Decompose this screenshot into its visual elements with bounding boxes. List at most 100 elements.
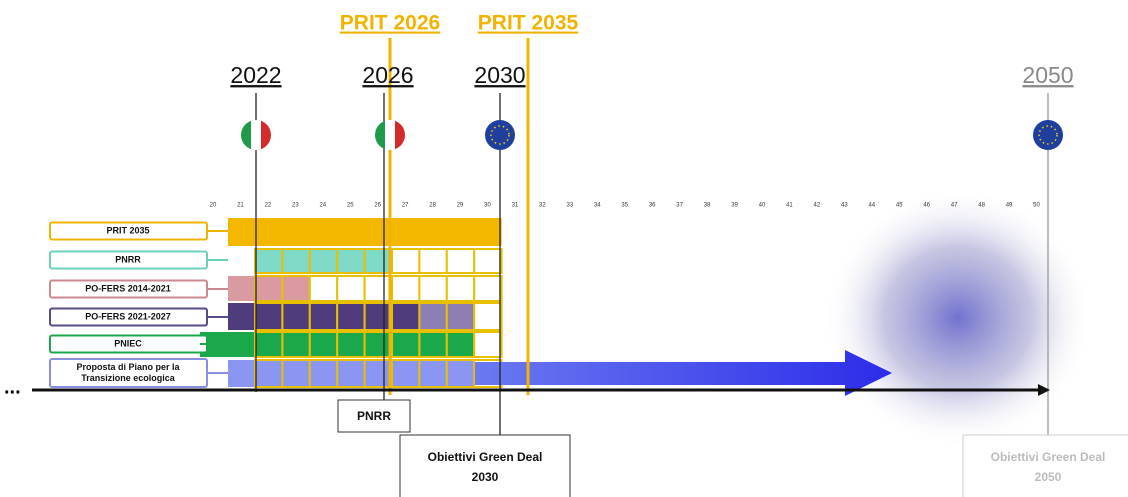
pnrr-box [337,399,411,433]
row-block [228,360,255,387]
grid-cell [281,331,311,358]
grid-cell [363,302,394,331]
grid-cell [281,302,311,331]
scale-label: 30 [484,203,491,209]
green-deal-label: 2030 [472,470,499,484]
scale-label: 39 [731,203,738,209]
scale-label: 40 [759,203,766,209]
grid-cell [363,331,394,358]
row-label: Transizione ecologica [81,373,176,383]
grid-cell [308,331,339,358]
row-block [228,276,255,301]
row-label: PRIT 2035 [106,225,149,235]
grid-cell [445,359,476,388]
grid-cell [281,275,311,302]
grid-cell [308,248,339,274]
scale-label: 23 [292,203,299,209]
prit-2026: PRIT 2026 [340,12,440,35]
scale-label: 28 [429,203,436,209]
grid-cell [281,248,311,274]
green-deal-label: Obiettivi Green Deal [991,450,1106,464]
year: 2026 [362,62,413,88]
scale-label: 20 [210,203,217,209]
grid-cell [336,248,366,274]
grid-cell [445,331,476,358]
row-block [200,332,255,357]
green-deal-label: 2050 [1035,470,1062,484]
grid-cell [418,331,448,358]
scale-label: 47 [951,203,958,209]
eu-flag [1033,120,1063,150]
green-deal-box [399,434,571,497]
grid-cell [254,302,284,331]
scale-label: 49 [1006,203,1013,209]
row-label: PO-FERS 2014-2021 [85,283,171,293]
grid-cell [308,275,339,302]
scale-label: 50 [1033,203,1040,209]
grid-cell [336,275,366,302]
pnrr-box-label: PNRR [357,409,391,423]
prit-2035: PRIT 2035 [478,12,579,35]
scale-label: 38 [704,203,711,209]
row-label: PO-FERS 2021-2027 [85,311,171,321]
scale-label: 43 [841,203,848,209]
grid-cell [445,302,476,331]
grid-cell [391,248,421,274]
scale-label: 31 [512,203,519,209]
scale-label: 45 [896,203,903,209]
grid-cell [391,275,421,302]
year: 2050 [1022,62,1073,88]
grid-cell [254,359,284,388]
grid-cell [418,275,448,302]
row-label: Proposta di Piano per la [76,362,180,372]
grid-cell [418,359,448,388]
grid-cell [308,359,339,388]
row-bar [255,218,502,246]
scale-label: 33 [567,203,574,209]
grid-cell [418,302,448,331]
scale-label: 21 [237,203,244,209]
grid-cell [254,248,284,274]
scale-label: 34 [594,203,601,209]
scale-label: 35 [621,203,628,209]
grid-cell [391,359,421,388]
green-deal-label: Obiettivi Green Deal [428,450,543,464]
grid-cell [391,302,421,331]
row-block [228,218,255,246]
grid-cell [473,302,503,331]
grid-cell [391,331,421,358]
grid-cell [254,275,284,302]
grid-cell [254,331,284,358]
scale-label: 29 [457,203,464,209]
row-block [228,303,255,330]
italy-flag [375,120,405,150]
grid-cell [473,248,503,274]
row-label: PNRR [115,254,141,264]
grid-cell [336,359,366,388]
green-deal-box [962,434,1128,497]
grid-cell [363,359,394,388]
haze [823,188,1093,448]
scale-label: 32 [539,203,546,209]
scale-label: 26 [374,203,381,209]
scale-label: 48 [978,203,985,209]
grid-cell [418,248,448,274]
grid-cell [363,275,394,302]
grid-cell [473,331,503,358]
grid-cell [473,275,503,302]
axis-arrowhead [1038,384,1050,396]
grid: 20 21 22 23 24 25 26 27 28 29 30 31 32 33 34 35 36 37 38 39… [49,203,1040,396]
scale-label: 25 [347,203,354,209]
year: 2030 [474,62,525,88]
scale-label: 24 [319,203,326,209]
scale-label: 37 [676,203,683,209]
grid-cell [445,275,476,302]
grid-cell [336,331,366,358]
scale-label: 41 [786,203,793,209]
scale-label: 44 [868,203,875,209]
scale-label: 42 [814,203,821,209]
row-label: PNIEC [114,338,142,348]
eu-flag [485,120,515,150]
italy-flag [241,120,271,150]
